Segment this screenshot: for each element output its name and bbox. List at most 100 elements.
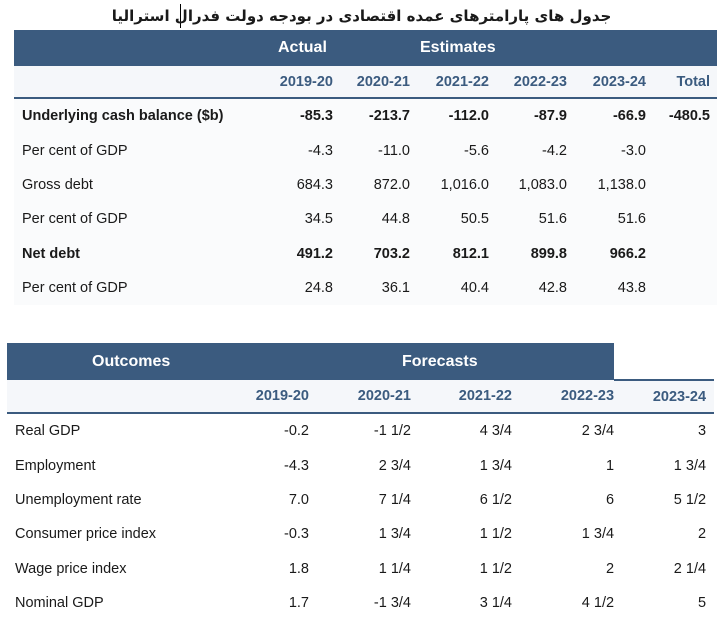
cell-value: 2 1/4	[614, 551, 715, 586]
budget-aggregates-table: Actual Estimates 2019-20 2020-21 2021-22 20…	[14, 30, 717, 306]
row-label: Underlying cash balance ($b)	[14, 98, 260, 134]
table-row: Unemployment rate 7.0 7 1/4 6 1/2 6 5 1/2	[7, 482, 715, 518]
cell-value: -1 1/2	[309, 413, 411, 449]
cell-value: 872.0	[333, 167, 410, 203]
cell-value: 1.7	[210, 585, 309, 620]
cell-value	[646, 133, 717, 168]
cell-value: 1 3/4	[614, 448, 715, 483]
column-header-2021-22: 2021-22	[411, 380, 512, 414]
table-row: Employment -4.3 2 3/4 1 3/4 1 1 3/4	[7, 448, 715, 483]
cell-value: -87.9	[489, 98, 567, 134]
cell-value: 1.8	[210, 551, 309, 586]
cell-value: 1,138.0	[567, 167, 646, 203]
cell-value: 6	[512, 482, 615, 518]
cell-value: -4.2	[489, 133, 567, 168]
cell-value: -66.9	[567, 98, 646, 134]
text-cursor	[180, 4, 181, 28]
row-label: Per cent of GDP	[14, 270, 260, 306]
table-row: Per cent of GDP -4.3 -11.0 -5.6 -4.2 -3.0	[14, 133, 717, 168]
cell-value: -480.5	[646, 98, 717, 134]
cell-value: 684.3	[260, 167, 333, 203]
cell-value: -1 3/4	[309, 585, 411, 620]
cell-value: 34.5	[260, 202, 333, 237]
row-label: Consumer price index	[7, 517, 210, 552]
cell-value: 36.1	[333, 270, 410, 306]
cell-value	[646, 167, 717, 203]
group-outcomes: Outcomes	[7, 343, 309, 380]
column-header-total: Total	[646, 66, 717, 99]
cell-value: 1 3/4	[309, 517, 411, 552]
cell-value: 5 1/2	[614, 482, 715, 518]
cell-value	[646, 236, 717, 271]
cell-value: 1 3/4	[512, 517, 615, 552]
cell-value: 7.0	[210, 482, 309, 518]
table-row: Real GDP -0.2 -1 1/2 4 3/4 2 3/4 3	[7, 413, 715, 449]
column-header-2023-24: 2023-24	[614, 380, 715, 414]
cell-value: -213.7	[333, 98, 410, 134]
table-row: Underlying cash balance ($b) -85.3 -213.7-…	[14, 98, 717, 134]
group-forecasts: Forecasts	[309, 343, 615, 380]
cell-value: 491.2	[260, 236, 333, 271]
table-row: Nominal GDP 1.7 -1 3/4 3 1/4 4 1/2 5	[7, 585, 715, 620]
cell-value: 40.4	[410, 270, 489, 306]
cell-value: 1 1/4	[309, 551, 411, 586]
column-header-2022-23: 2022-23	[512, 380, 615, 414]
cell-value	[646, 202, 717, 237]
cell-value: 1 1/2	[411, 551, 512, 586]
cell-value: 2	[614, 517, 715, 552]
cell-value: 899.8	[489, 236, 567, 271]
cell-value: -5.6	[410, 133, 489, 168]
cell-value: 3	[614, 413, 715, 449]
cell-value: 2 3/4	[512, 413, 615, 449]
cell-value: 3 1/4	[411, 585, 512, 620]
row-label: Per cent of GDP	[14, 202, 260, 237]
cell-value: -85.3	[260, 98, 333, 134]
row-label: Per cent of GDP	[14, 133, 260, 168]
table-row: Gross debt 684.3 872.0 1,016.0 1,083.0 1,138.…	[14, 167, 717, 203]
page-title: جدول های پارامترهای عمده اقتصادی در بودج…	[111, 7, 612, 25]
cell-value: 966.2	[567, 236, 646, 271]
cell-value: 44.8	[333, 202, 410, 237]
row-label: Unemployment rate	[7, 482, 210, 518]
cell-value: -4.3	[260, 133, 333, 168]
column-header-2019-20: 2019-20	[210, 380, 309, 414]
cell-value: 4 3/4	[411, 413, 512, 449]
group-actual: Actual	[260, 30, 410, 66]
column-header-2020-21: 2020-21	[333, 66, 410, 99]
cell-value: 42.8	[489, 270, 567, 306]
cell-value: 5	[614, 585, 715, 620]
economic-parameters-table: Outcomes Forecasts 2019-20 2020-21 2021-22…	[7, 343, 715, 620]
cell-value	[646, 270, 717, 306]
cell-value: -112.0	[410, 98, 489, 134]
cell-value: 6 1/2	[411, 482, 512, 518]
cell-value: -3.0	[567, 133, 646, 168]
cell-value: 703.2	[333, 236, 410, 271]
column-header-2022-23: 2022-23	[489, 66, 567, 99]
row-label: Employment	[7, 448, 210, 483]
cell-value: -0.2	[210, 413, 309, 449]
table-row: Per cent of GDP 24.8 36.1 40.4 42.8 43.8	[14, 270, 717, 306]
cell-value: 2 3/4	[309, 448, 411, 483]
cell-value: 1	[512, 448, 615, 483]
cell-value: 1 3/4	[411, 448, 512, 483]
cell-value: 1,083.0	[489, 167, 567, 203]
table-row: Consumer price index -0.3 1 3/4 1 1/2 1 3/4 2	[7, 517, 715, 552]
column-header-2020-21: 2020-21	[309, 380, 411, 414]
column-header-2021-22: 2021-22	[410, 66, 489, 99]
group-estimates: Estimates	[410, 30, 646, 66]
row-label: Gross debt	[14, 167, 260, 203]
table-row: Per cent of GDP 34.5 44.8 50.5 51.6 51.6	[14, 202, 717, 237]
cell-value: 50.5	[410, 202, 489, 237]
cell-value: 812.1	[410, 236, 489, 271]
cell-value: 7 1/4	[309, 482, 411, 518]
row-label: Real GDP	[7, 413, 210, 449]
cell-value: 4 1/2	[512, 585, 615, 620]
table-row: Wage price index 1.8 1 1/4 1 1/2 2 2 1/4	[7, 551, 715, 586]
cell-value: -0.3	[210, 517, 309, 552]
cell-value: 24.8	[260, 270, 333, 306]
cell-value: 51.6	[489, 202, 567, 237]
table-row: Net debt 491.2 703.2 812.1 899.8 966.2	[14, 236, 717, 271]
row-label: Nominal GDP	[7, 585, 210, 620]
cell-value: 51.6	[567, 202, 646, 237]
cell-value: -11.0	[333, 133, 410, 168]
